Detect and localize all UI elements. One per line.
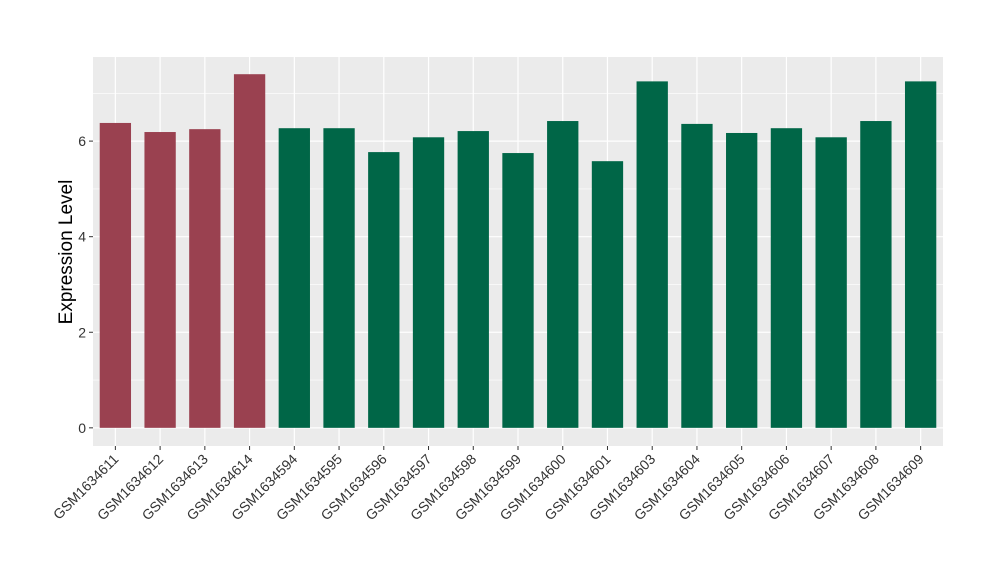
bar-GSM1634604 (681, 123, 713, 428)
bar-GSM1634601 (591, 161, 624, 428)
bar-GSM1634600 (547, 121, 579, 428)
bar-GSM1634603 (636, 81, 668, 428)
bar-GSM1634595 (323, 128, 355, 428)
y-axis: 0 2 4 6 (78, 133, 93, 436)
bar-GSM1634613 (189, 129, 221, 428)
y-tick-label: 2 (78, 324, 86, 340)
y-tick-label: 4 (78, 229, 86, 245)
y-tick-label: 6 (78, 133, 86, 149)
bar-GSM1634605 (726, 132, 758, 428)
bar-GSM1634611 (99, 122, 132, 428)
bar-GSM1634608 (860, 121, 892, 428)
x-axis: GSM1634611GSM1634612GSM1634613GSM1634614… (50, 446, 927, 523)
bar-GSM1634598 (457, 131, 489, 428)
bar-GSM1634606 (770, 128, 803, 428)
y-tick-label: 0 (78, 420, 86, 436)
bar-GSM1634612 (144, 132, 176, 428)
bar-GSM1634607 (815, 137, 847, 428)
bar-GSM1634597 (412, 137, 445, 428)
bar-GSM1634599 (502, 153, 534, 428)
bar-GSM1634614 (233, 74, 266, 428)
bar-GSM1634594 (278, 128, 310, 428)
y-axis-label: Expression Level (56, 180, 77, 325)
bar-GSM1634609 (904, 81, 937, 428)
bar-GSM1634596 (368, 152, 400, 428)
bars (99, 74, 937, 428)
